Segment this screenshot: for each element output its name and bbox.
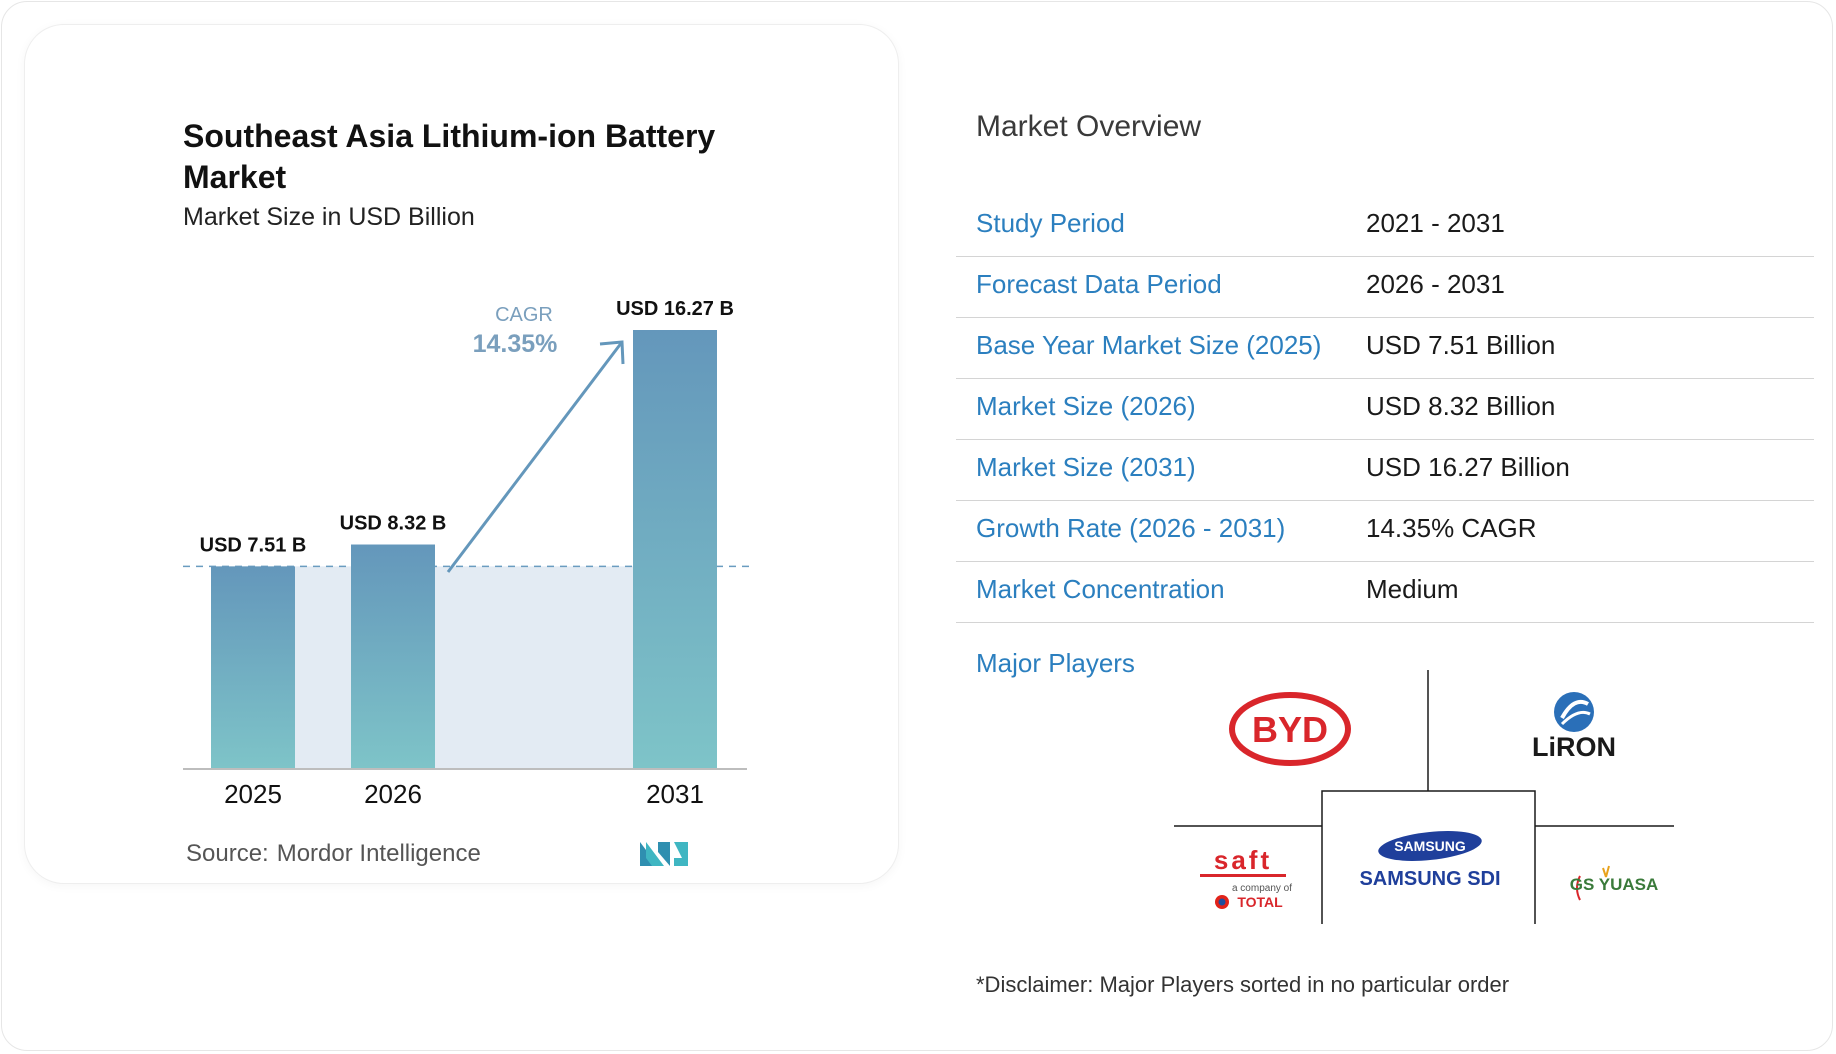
data-label-2026: USD 8.32 B xyxy=(340,513,447,535)
x-tick-label-2026: 2026 xyxy=(364,779,422,809)
samsung-sdi-logo-icon: SAMSUNG SAMSUNG SDI xyxy=(1359,831,1501,890)
overview-row-label: Market Size (2026) xyxy=(976,391,1196,421)
cagr-value: 14.35% xyxy=(473,330,558,358)
gs-yuasa-logo-icon: GS YUASA xyxy=(1570,865,1659,901)
samsung-logo-text: SAMSUNG xyxy=(1394,838,1466,854)
overview-row: Base Year Market Size (2025) USD 7.51 Bi… xyxy=(956,318,1814,379)
overview-row: Forecast Data Period 2026 - 2031 xyxy=(956,257,1814,318)
overview-table: Study Period 2021 - 2031 Forecast Data P… xyxy=(956,196,1814,623)
cagr-arrow-line xyxy=(446,341,624,573)
source-name: Mordor Intelligence xyxy=(276,840,481,867)
x-tick-label-2031: 2031 xyxy=(646,779,704,809)
data-label-2025: USD 7.51 B xyxy=(200,534,307,556)
source-label: Source: xyxy=(186,840,269,867)
total-logo-text: TOTAL xyxy=(1237,894,1283,910)
overview-row-value: USD 7.51 Billion xyxy=(1366,330,1556,360)
players-grid-lines xyxy=(1174,670,1674,924)
saft-logo-icon: saft a company of TOTAL xyxy=(1200,845,1292,910)
overview-row-value: USD 8.32 Billion xyxy=(1366,391,1556,421)
saft-logo-text: saft xyxy=(1214,845,1272,875)
bar-2026 xyxy=(351,544,435,769)
x-tick-label-2025: 2025 xyxy=(224,779,282,809)
bar-2031 xyxy=(633,330,717,769)
overview-row-value: 2021 - 2031 xyxy=(1366,208,1505,238)
cagr-arrow-head xyxy=(599,340,625,365)
source-line: Source: Mordor Intelligence xyxy=(186,840,481,868)
overview-row-label: Study Period xyxy=(976,208,1125,238)
samsung-sdi-logo-text: SAMSUNG SDI xyxy=(1359,868,1500,890)
liron-logo-text: LiRON xyxy=(1532,732,1616,762)
chart-title: Southeast Asia Lithium-ion Battery Marke… xyxy=(183,118,716,195)
overview-row-value: 14.35% CAGR xyxy=(1366,513,1537,543)
overview-row-value: Medium xyxy=(1366,574,1459,604)
overview-row: Market Concentration Medium xyxy=(956,562,1814,623)
overview-row-label: Growth Rate (2026 - 2031) xyxy=(976,513,1286,543)
overview-row-label: Market Concentration xyxy=(976,574,1225,604)
chart-subtitle: Market Size in USD Billion xyxy=(183,203,475,231)
byd-logo-text: BYD xyxy=(1252,709,1328,750)
bar-2025 xyxy=(211,566,295,769)
overview-row-value: 2026 - 2031 xyxy=(1366,269,1505,299)
mordor-intelligence-logo-icon xyxy=(640,842,688,866)
bar-chart: USD 7.51 B 2025 USD 8.32 B 2026 USD 16.27 B 2… xyxy=(183,298,752,809)
byd-logo-icon: BYD xyxy=(1229,692,1351,766)
overview-row: Growth Rate (2026 - 2031) 14.35% CAGR xyxy=(956,501,1814,562)
major-players-label: Major Players xyxy=(976,648,1135,678)
overview-row: Market Size (2026) USD 8.32 Billion xyxy=(956,379,1814,440)
liron-logo-icon: LiRON xyxy=(1532,692,1616,762)
overview-row-label: Base Year Market Size (2025) xyxy=(976,330,1322,360)
overview-row-value: USD 16.27 Billion xyxy=(1366,452,1570,482)
gs-yuasa-logo-text: GS YUASA xyxy=(1570,875,1659,894)
cagr-label: CAGR xyxy=(495,304,553,326)
overview-title: Market Overview xyxy=(976,110,1202,143)
disclaimer: *Disclaimer: Major Players sorted in no … xyxy=(976,972,1510,997)
overview-row: Study Period 2021 - 2031 xyxy=(956,196,1814,257)
overview-row-label: Market Size (2031) xyxy=(976,452,1196,482)
overview-row: Market Size (2031) USD 16.27 Billion xyxy=(956,440,1814,501)
data-label-2031: USD 16.27 B xyxy=(616,298,734,320)
saft-sub-text: a company of xyxy=(1232,883,1292,894)
overview-row-label: Forecast Data Period xyxy=(976,269,1222,299)
